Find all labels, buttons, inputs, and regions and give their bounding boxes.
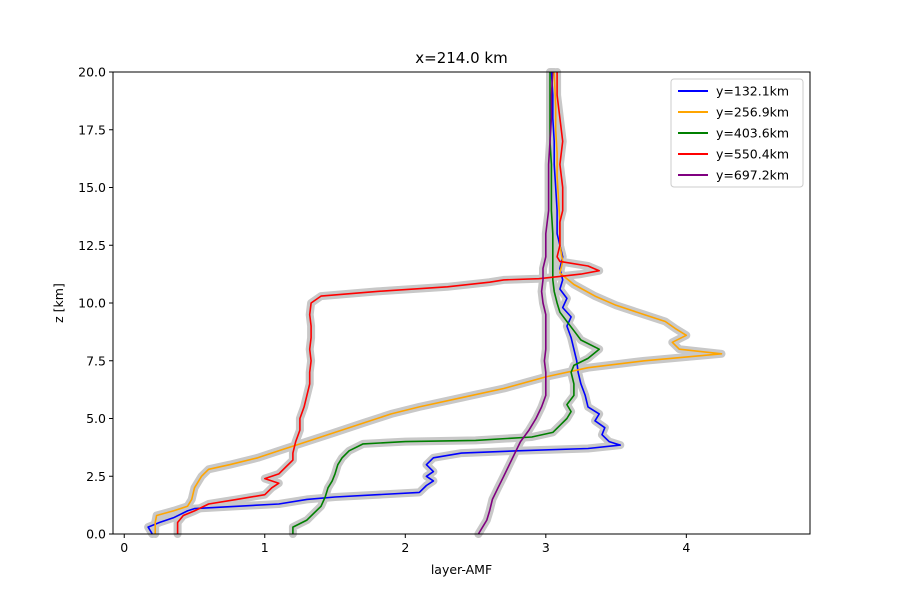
x-axis-label: layer-AMF — [431, 562, 492, 577]
y-tick-label: 0.0 — [86, 527, 106, 542]
legend-label: y=697.2km — [716, 168, 789, 183]
legend-label: y=256.9km — [716, 105, 789, 120]
chart-title: x=214.0 km — [415, 49, 507, 67]
legend: y=132.1km y=256.9km y=403.6km y=550.4km y=69… — [670, 78, 804, 188]
series-line-3 — [176, 72, 600, 534]
y-tick-label: 15.0 — [78, 180, 106, 195]
y-tick-label: 20.0 — [78, 65, 106, 80]
y-axis-ticks: 0.0 2.5 5.0 7.5 10.0 12.5 15.0 17.5 20.0 — [78, 65, 113, 542]
series-lines — [147, 71, 723, 535]
x-axis-ticks: 0 1 2 3 4 — [120, 534, 690, 555]
legend-box — [670, 78, 804, 188]
y-axis-label: z [km] — [51, 283, 66, 323]
series-line-4 — [477, 71, 554, 535]
y-tick-label: 7.5 — [86, 353, 106, 368]
y-tick-label: 2.5 — [86, 469, 106, 484]
legend-label: y=403.6km — [716, 126, 789, 141]
x-tick-label: 3 — [542, 540, 550, 555]
x-tick-label: 0 — [120, 540, 128, 555]
legend-label: y=132.1km — [716, 84, 789, 99]
y-tick-label: 12.5 — [78, 238, 106, 253]
legend-label: y=550.4km — [716, 147, 789, 162]
x-tick-label: 1 — [261, 540, 269, 555]
series-line-2 — [292, 72, 600, 534]
y-tick-label: 17.5 — [78, 122, 106, 137]
y-tick-label: 5.0 — [86, 411, 106, 426]
x-tick-label: 4 — [682, 540, 690, 555]
x-tick-label: 2 — [401, 540, 409, 555]
y-tick-label: 10.0 — [78, 296, 106, 311]
